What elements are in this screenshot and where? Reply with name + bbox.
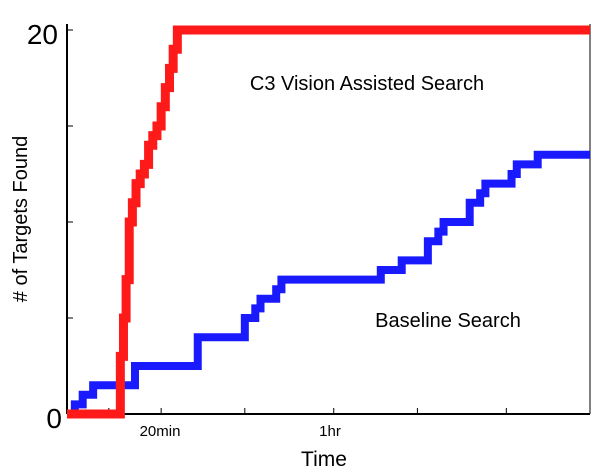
annotation-baseline: Baseline Search: [375, 310, 521, 332]
series-line-baseline: [67, 150, 590, 418]
y-tick-label-0: 0: [46, 403, 62, 434]
y-axis-title: # of Targets Found: [10, 136, 32, 302]
series-line-c3: [67, 25, 590, 419]
minor-ticks: [67, 29, 507, 414]
x-tick-label-1hr: 1hr: [319, 423, 341, 440]
x-tick-label-20min: 20min: [140, 423, 181, 440]
series-layer: [67, 25, 590, 419]
y-tick-label-20: 20: [27, 19, 58, 50]
plot-frame: [66, 24, 591, 415]
x-axis-title: Time: [301, 448, 347, 471]
annotation-c3: C3 Vision Assisted Search: [250, 73, 484, 95]
